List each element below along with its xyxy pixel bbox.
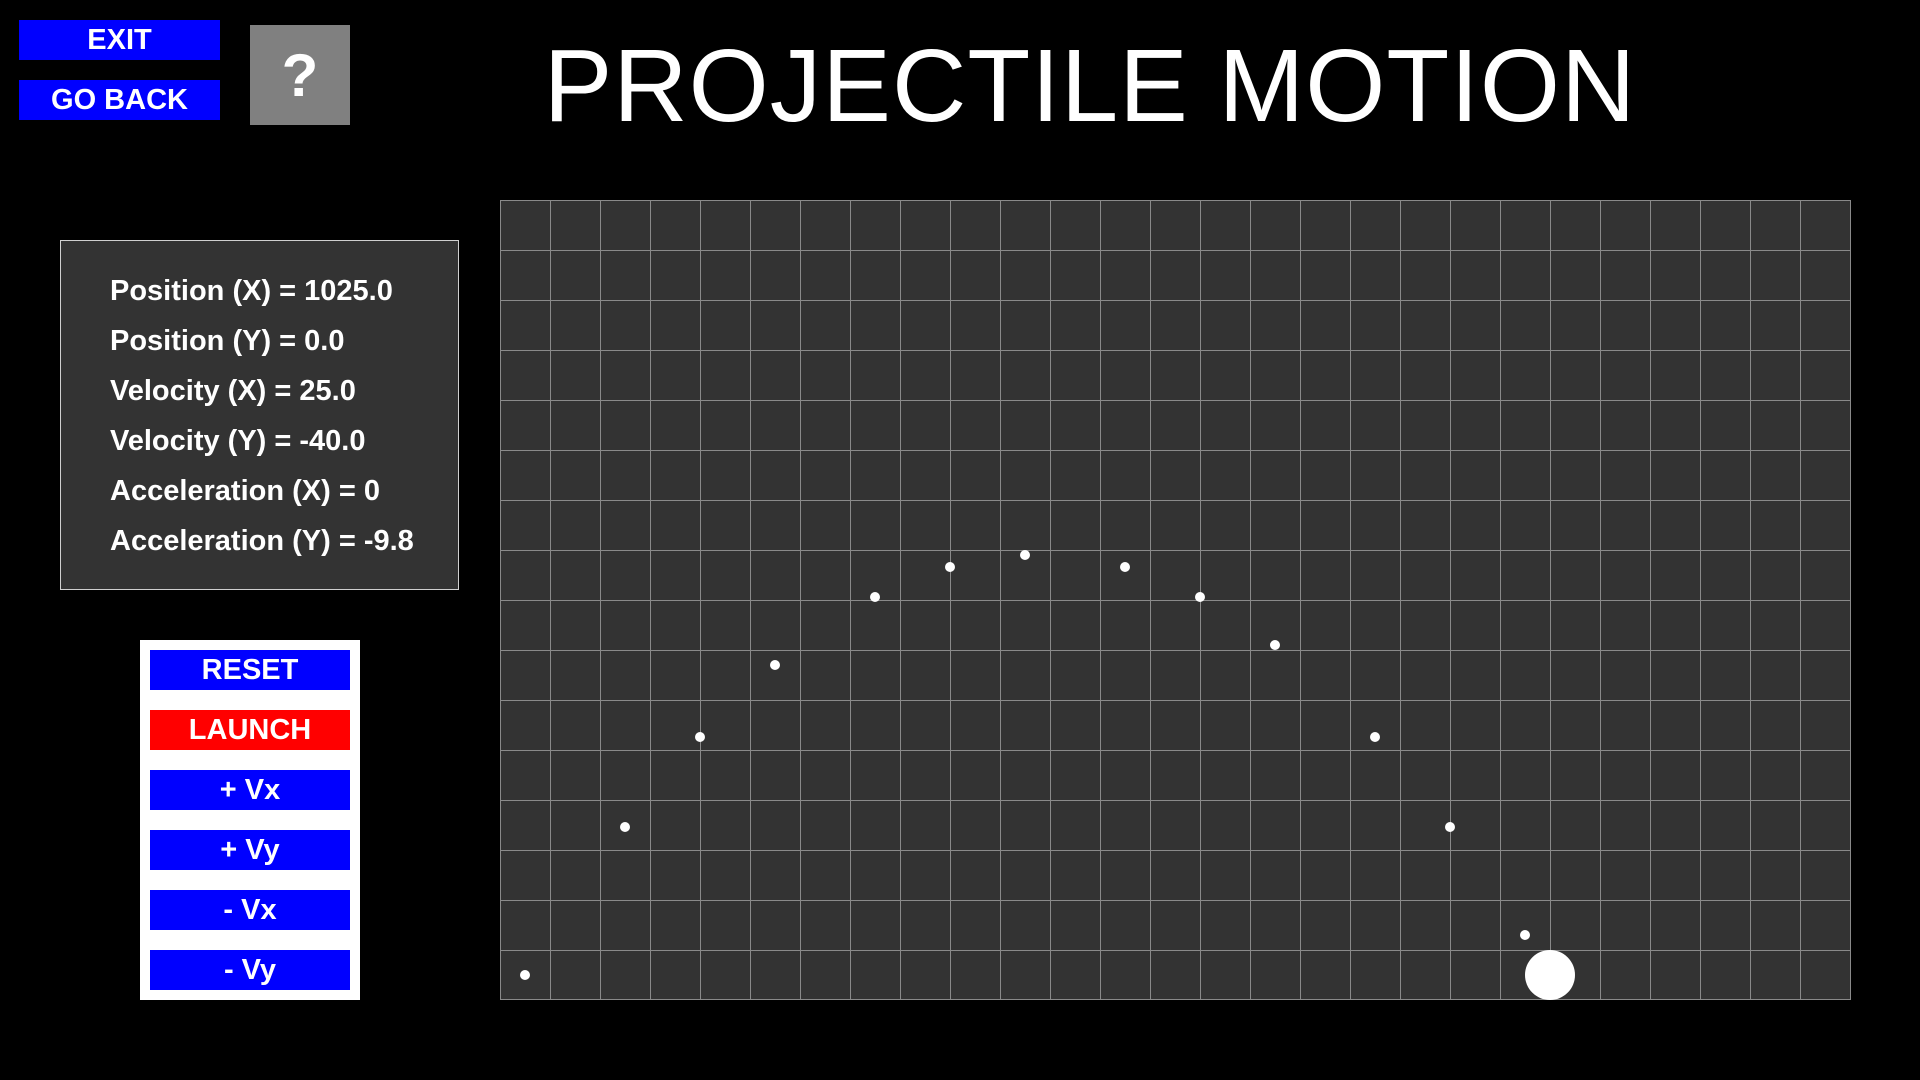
launch-button[interactable]: LAUNCH: [150, 710, 350, 750]
velocity-y-readout: Velocity (Y) = -40.0: [110, 425, 366, 457]
simulation-canvas[interactable]: [500, 200, 1851, 1000]
decrease-vx-button[interactable]: - Vx: [150, 890, 350, 930]
trail-point: [870, 592, 880, 602]
increase-vy-button[interactable]: + Vy: [150, 830, 350, 870]
position-x-readout: Position (X) = 1025.0: [110, 275, 393, 307]
decrease-vy-button[interactable]: - Vy: [150, 950, 350, 990]
trail-point: [1370, 732, 1380, 742]
control-panel: RESET LAUNCH + Vx + Vy - Vx - Vy: [140, 640, 360, 1000]
acceleration-y-readout: Acceleration (Y) = -9.8: [110, 525, 414, 557]
trail-point: [1020, 550, 1030, 560]
reset-button[interactable]: RESET: [150, 650, 350, 690]
acceleration-x-readout: Acceleration (X) = 0: [110, 475, 380, 507]
stats-panel: Position (X) = 1025.0 Position (Y) = 0.0…: [60, 240, 459, 590]
position-y-readout: Position (Y) = 0.0: [110, 325, 345, 357]
trail-point: [770, 660, 780, 670]
trail-point: [945, 562, 955, 572]
exit-button[interactable]: EXIT: [19, 20, 220, 60]
trail-point: [620, 822, 630, 832]
help-button[interactable]: ?: [250, 25, 350, 125]
increase-vx-button[interactable]: + Vx: [150, 770, 350, 810]
go-back-button[interactable]: GO BACK: [19, 80, 220, 120]
velocity-x-readout: Velocity (X) = 25.0: [110, 375, 356, 407]
trail-point: [520, 970, 530, 980]
trail-point: [1520, 930, 1530, 940]
projectile-ball: [1525, 950, 1575, 1000]
trail-point: [695, 732, 705, 742]
trail-point: [1120, 562, 1130, 572]
simulation-grid: [500, 200, 1851, 1000]
trail-point: [1445, 822, 1455, 832]
trail-point: [1195, 592, 1205, 602]
trail-point: [1270, 640, 1280, 650]
page-title: PROJECTILE MOTION: [543, 28, 1637, 143]
